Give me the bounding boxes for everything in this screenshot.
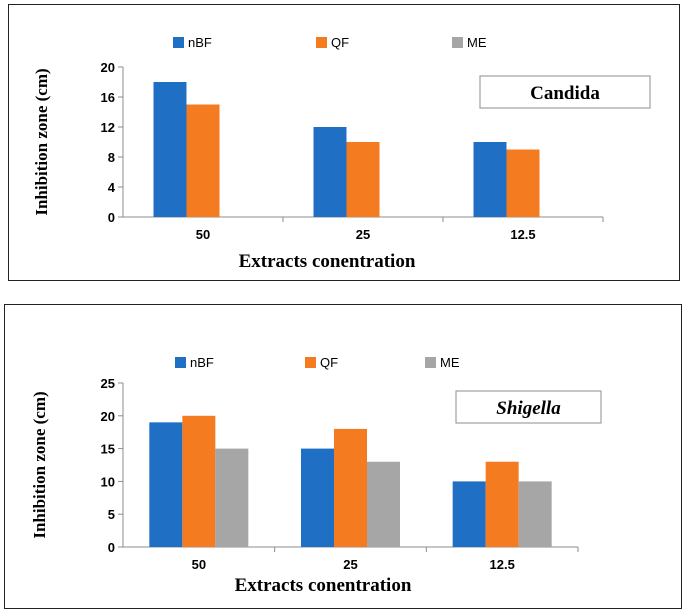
y-tick-label: 4 [108, 180, 116, 195]
bar-me-12.5 [518, 481, 552, 547]
y-tick-label: 20 [101, 60, 115, 75]
bar-qf-25 [346, 142, 380, 217]
bar-nbf-25 [313, 127, 347, 217]
y-tick-label: 10 [101, 474, 115, 489]
y-tick-label: 12 [101, 120, 115, 135]
bar-nbf-12.5 [452, 481, 486, 547]
bar-nbf-25 [301, 448, 334, 547]
bar-me-25 [367, 461, 400, 547]
chart-title-box [479, 75, 651, 109]
legend-label-me: ME [440, 355, 460, 370]
bar-nbf-12.5 [473, 142, 507, 217]
legend-label-nbf: nBF [188, 35, 212, 50]
chart-candida: 0 4 8 12 16 20 50 25 12.5 nBF QF ME Extracts conentr… [32, 35, 651, 272]
y-axis-title: Inhibition zone (cm) [32, 68, 51, 215]
x-tick-label: 12.5 [510, 227, 535, 242]
y-tick-label: 5 [108, 507, 115, 522]
y-tick-label: 0 [108, 540, 115, 555]
bar-qf-25 [334, 428, 367, 547]
chart-shigella: 0 5 10 15 20 25 50 25 12.5 nBF QF ME Extracts conent… [30, 355, 602, 596]
legend-label-qf: QF [331, 35, 349, 50]
x-axis-title: Extracts conentration [239, 251, 416, 272]
chart-title-box [455, 390, 602, 424]
x-tick-label: 25 [356, 227, 370, 242]
legend-swatch-me [425, 357, 436, 368]
y-tick-label: 20 [101, 409, 115, 424]
chart-title: Shigella [496, 398, 561, 419]
y-tick-label: 25 [101, 376, 115, 391]
bar-qf-50 [182, 415, 216, 547]
bar-qf-12.5 [506, 149, 540, 217]
x-axis-title: Extracts conentration [235, 575, 412, 596]
y-tick-label: 16 [101, 90, 115, 105]
legend-label-qf: QF [320, 355, 338, 370]
y-tick-label: 8 [108, 150, 115, 165]
y-tick-label: 15 [101, 442, 115, 457]
legend-swatch-nbf [173, 37, 184, 48]
legend-label-nbf: nBF [190, 355, 214, 370]
y-tick-label: 0 [108, 210, 115, 225]
x-tick-label: 12.5 [490, 557, 515, 572]
legend-label-me: ME [467, 35, 487, 50]
legend-swatch-me [452, 37, 463, 48]
chart-title: Candida [530, 83, 600, 104]
chart-panel-candida: 0 4 8 12 16 20 50 25 12.5 nBF QF ME Extracts conentr… [8, 4, 680, 281]
x-tick-label: 50 [196, 227, 210, 242]
y-axis-title: Inhibition zone (cm) [30, 391, 49, 538]
x-tick-label: 25 [343, 557, 357, 572]
bar-nbf-50 [149, 422, 183, 547]
chart-panel-shigella: 0 5 10 15 20 25 50 25 12.5 nBF QF ME Extracts conent… [4, 304, 682, 609]
bar-qf-50 [186, 104, 220, 217]
bar-me-50 [215, 448, 249, 547]
legend-swatch-qf [316, 37, 327, 48]
bar-nbf-50 [153, 82, 187, 217]
x-tick-label: 50 [192, 557, 206, 572]
legend-swatch-qf [305, 357, 316, 368]
bar-qf-12.5 [485, 461, 519, 547]
legend-swatch-nbf [175, 357, 186, 368]
